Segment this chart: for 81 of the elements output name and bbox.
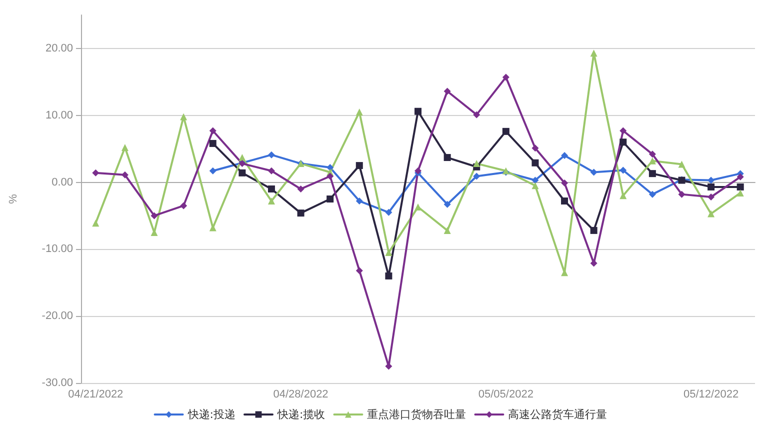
point (590, 226, 598, 234)
point (238, 154, 246, 162)
point (92, 169, 100, 176)
point (385, 249, 392, 256)
x-tick-label: 05/12/2022 (684, 388, 739, 400)
point (473, 172, 480, 180)
point (180, 202, 188, 210)
point (532, 176, 539, 184)
point (561, 152, 568, 160)
y-tick-label: 10.00 (45, 109, 73, 122)
point (444, 200, 451, 208)
point (532, 144, 539, 152)
point (473, 160, 480, 168)
point (209, 140, 216, 147)
point (356, 198, 363, 205)
point (121, 171, 128, 178)
point (678, 160, 686, 168)
point (648, 190, 656, 198)
point (590, 168, 598, 176)
point (326, 172, 334, 180)
y-tick-label: 0.00 (52, 176, 73, 188)
point (92, 220, 100, 227)
point (532, 159, 539, 166)
point (708, 193, 715, 200)
point (356, 267, 363, 274)
point (268, 151, 275, 158)
legend-label: 快递:揽收 (276, 408, 326, 421)
y-tick-label: 20.00 (45, 42, 73, 54)
point (502, 128, 510, 135)
point (326, 164, 334, 172)
point (121, 144, 128, 151)
point (620, 127, 627, 134)
point (736, 189, 744, 196)
x-tick-label: 04/21/2022 (68, 388, 124, 400)
point (268, 185, 275, 192)
point (736, 183, 744, 190)
point (532, 182, 539, 190)
point (473, 111, 480, 118)
point (180, 113, 188, 120)
legend-label: 重点港口货物吞吐量 (367, 408, 466, 421)
point (444, 88, 451, 95)
y-tick-label: -20.00 (42, 310, 73, 322)
point (620, 192, 627, 200)
x-tick-label: 05/05/2022 (478, 388, 534, 400)
legend-label: 高速公路货车通行量 (508, 408, 608, 421)
y-axis-title: % (8, 194, 20, 204)
point (708, 183, 715, 190)
point (502, 74, 510, 81)
x-tick-label: 04/28/2022 (273, 388, 328, 400)
point (590, 50, 598, 57)
point (648, 170, 656, 178)
point (356, 162, 363, 170)
legend-label: 快递:投递 (186, 408, 236, 421)
y-tick-label: -30.00 (42, 377, 73, 389)
point (678, 190, 686, 198)
point (385, 208, 392, 216)
point (648, 157, 656, 164)
point (209, 167, 216, 174)
point (356, 108, 363, 116)
point (326, 196, 334, 202)
point (708, 176, 715, 184)
point (297, 185, 304, 192)
point (561, 179, 568, 186)
point (209, 127, 216, 134)
point (297, 210, 304, 217)
point (708, 210, 715, 218)
point (620, 166, 627, 174)
point (736, 173, 744, 180)
point (444, 154, 451, 162)
y-tick-label: -10.00 (42, 243, 73, 256)
point (648, 150, 656, 158)
point (414, 108, 422, 115)
point (620, 138, 627, 146)
point (268, 167, 275, 174)
point (414, 204, 422, 211)
point (150, 212, 158, 220)
point (238, 169, 246, 176)
point (444, 226, 451, 234)
point (561, 198, 568, 205)
point (385, 272, 392, 280)
point (268, 198, 275, 205)
